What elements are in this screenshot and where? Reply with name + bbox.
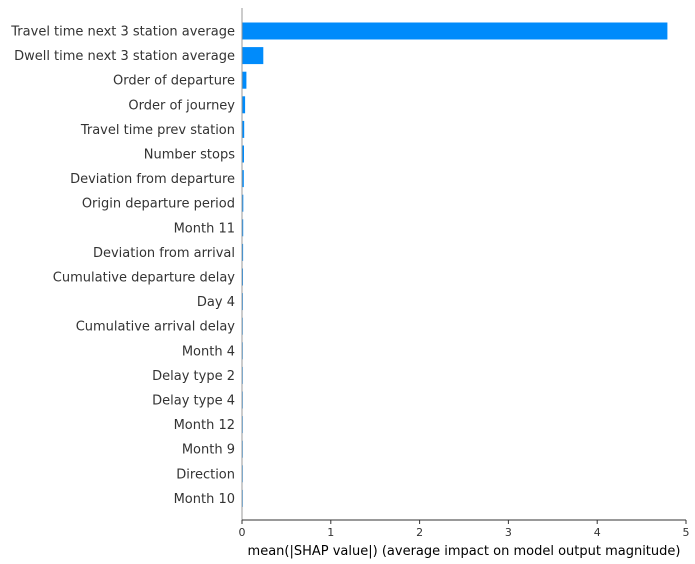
category-label: Month 9 [182, 443, 235, 458]
bar [242, 47, 264, 65]
bar [242, 219, 244, 237]
x-tick-label: 3 [505, 526, 512, 539]
category-label: Month 10 [174, 492, 235, 507]
category-label: Month 12 [174, 418, 235, 433]
bar [242, 96, 246, 114]
bar [242, 170, 244, 188]
bar [242, 243, 244, 261]
category-label: Order of departure [113, 74, 235, 89]
bar [242, 120, 245, 138]
bars-group [242, 22, 668, 507]
x-tick-label: 2 [416, 526, 423, 539]
category-label: Origin departure period [82, 197, 235, 212]
category-label: Number stops [144, 148, 235, 163]
category-label: Deviation from arrival [93, 246, 235, 261]
category-label: Direction [176, 467, 235, 482]
x-tick-label: 5 [683, 526, 690, 539]
category-label: Order of journey [128, 98, 235, 113]
x-ticks: 0 1 2 3 4 5 [239, 520, 690, 539]
category-label: Day 4 [197, 295, 235, 310]
bar [242, 22, 668, 40]
category-label: Travel time prev station [80, 123, 235, 138]
bar [242, 145, 244, 163]
category-label: Travel time next 3 station average [10, 25, 235, 40]
bar [242, 71, 247, 89]
category-label: Cumulative departure delay [53, 271, 235, 286]
category-label: Month 4 [182, 344, 235, 359]
category-label: Dwell time next 3 station average [14, 49, 235, 64]
category-label: Delay type 4 [152, 394, 235, 409]
x-tick-label: 4 [594, 526, 601, 539]
category-label: Month 11 [174, 221, 235, 236]
bar [242, 194, 244, 212]
category-label: Delay type 2 [152, 369, 235, 384]
category-label: Deviation from departure [70, 172, 235, 187]
x-tick-label: 1 [327, 526, 334, 539]
category-label: Cumulative arrival delay [76, 320, 236, 335]
x-axis-title: mean(|SHAP value|) (average impact on mo… [248, 544, 681, 559]
category-labels: Travel time next 3 station average Dwell … [10, 25, 235, 507]
x-tick-label: 0 [239, 526, 246, 539]
